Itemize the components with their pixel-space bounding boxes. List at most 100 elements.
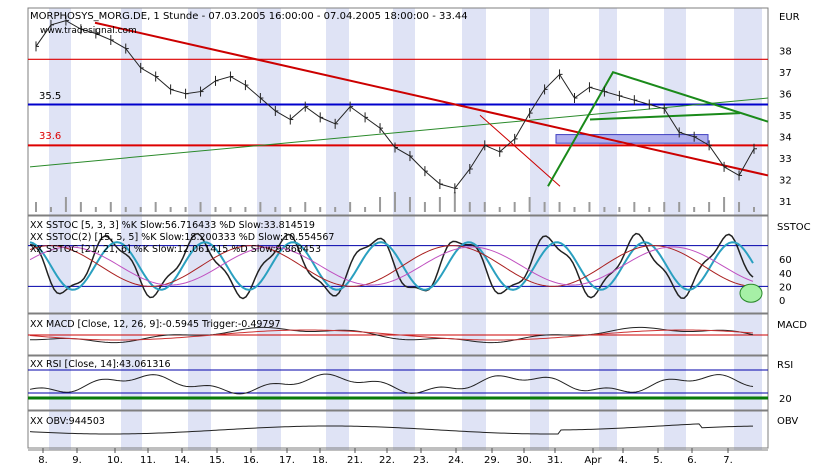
price-y-tick: 38 (779, 47, 792, 58)
obv-line (29, 423, 754, 435)
volume-bar (244, 207, 247, 212)
volume-bar (289, 207, 292, 212)
time-band (188, 8, 211, 450)
sstoc-d-slow (29, 246, 754, 286)
volume-bar (468, 202, 471, 212)
x-tick-label: 7. (723, 455, 733, 466)
x-tick-label: Apr (584, 455, 602, 466)
volume-bar (753, 207, 755, 212)
volume-bar (498, 207, 501, 212)
price-panel (28, 15, 769, 212)
volume-bar (453, 192, 456, 212)
price-y-tick: 36 (779, 90, 792, 101)
x-tick-label: 30. (516, 455, 532, 466)
x-tick-label: 5. (653, 455, 663, 466)
x-tick-label: 24. (448, 455, 464, 466)
volume-bar (394, 192, 396, 212)
highlight-circle (739, 283, 763, 303)
time-band (49, 8, 71, 450)
rsi-axis-name: RSI (777, 360, 793, 371)
wedge-lower (589, 112, 741, 121)
volume-bar (349, 202, 352, 212)
x-tick-label: 23. (413, 455, 429, 466)
time-band (664, 8, 686, 450)
volume-bar (543, 202, 546, 212)
volume-bar (124, 207, 127, 212)
macd-axis-name: MACD (777, 320, 807, 331)
volume-bar (79, 202, 82, 212)
sstoc-y-tick: 60 (779, 255, 792, 266)
volume-bar (603, 207, 606, 212)
volume-bar (199, 202, 202, 212)
price-y-tick: 35 (779, 111, 792, 122)
volume-bar (723, 197, 726, 212)
time-band (599, 8, 617, 450)
macd-trigger (29, 329, 754, 341)
level-label-33-6: 33.6 (39, 131, 61, 142)
volume-bar (334, 207, 337, 212)
sstoc-legend-2: XX SSTOC(2) [15, 5, 5] %K Slow:18.200333… (30, 232, 334, 243)
obv-legend: XX OBV:944503 (30, 416, 105, 427)
x-tick-label: 6. (687, 455, 697, 466)
sstoc-y-tick: 0 (779, 296, 785, 307)
x-tick-label: 16. (243, 455, 259, 466)
chart-title: MORPHOSYS_MORG.DE, 1 Stunde - 07.03.2005… (30, 11, 468, 22)
volume-bar (408, 197, 411, 212)
volume-bar (483, 202, 486, 212)
x-tick-label: 17. (279, 455, 295, 466)
x-tick-label: 10. (107, 455, 123, 466)
volume-bar (648, 207, 651, 212)
indicator-panels (28, 232, 768, 435)
volume-bar (139, 207, 142, 212)
volume-bar (438, 197, 441, 212)
x-tick-label: 18. (312, 455, 328, 466)
volume-bar (588, 202, 591, 212)
volume-bar (274, 207, 277, 212)
rsi-legend: XX RSI [Close, 14]:43.061316 (30, 359, 170, 370)
sstoc-y-tick: 40 (779, 269, 792, 280)
panel-border (27, 7, 769, 216)
x-tick-label: 4. (618, 455, 628, 466)
volume-bar (49, 207, 52, 212)
time-band (326, 8, 349, 450)
x-tick-label: 29. (484, 455, 500, 466)
volume-bar (379, 197, 382, 212)
x-axis-labels: 8. 9. 10. 11. 14. 15. 16. 17. 18. 21. 22. 23. 24. 29.… (38, 448, 733, 466)
sstoc-d-fast (29, 241, 754, 291)
volume-bar (214, 207, 217, 212)
price-y-tick: 37 (779, 68, 792, 79)
volume-bar (154, 202, 157, 212)
volume-bar (693, 207, 696, 212)
time-band (734, 8, 762, 450)
time-band (393, 8, 415, 450)
trend-line-red (94, 21, 769, 177)
volume-bar (64, 197, 67, 212)
y-axis-labels: 31 32 33 34 35 36 37 38 0 20 40 60 20 (779, 47, 792, 405)
watermark: www.tradesignal.com (40, 26, 137, 36)
panel-border (27, 215, 769, 314)
x-tick-label: 9. (72, 455, 82, 466)
volume-bar (364, 207, 367, 212)
panel-border (27, 410, 769, 449)
price-y-tick: 34 (779, 133, 792, 144)
volume-bar (633, 202, 636, 212)
panel-frames (27, 7, 769, 451)
volume-bar (184, 207, 187, 212)
sstoc-y-tick: 20 (779, 282, 792, 293)
trend-line-red-thin (479, 114, 561, 187)
currency-label: EUR (779, 12, 800, 23)
sstoc-k-fast (29, 232, 754, 300)
volume-bar (35, 202, 37, 212)
sstoc-k-slow (29, 245, 754, 287)
x-tick-label: 8. (38, 455, 48, 466)
volume-bar (169, 207, 172, 212)
sstoc-legend-3: XX SSTOC [21, 21, 6] %K Slow:12.061415 %… (30, 244, 321, 255)
sstoc-axis-name: SSTOC (777, 222, 811, 233)
price-y-tick: 32 (779, 176, 792, 187)
wedge-upper (547, 71, 769, 187)
rsi-y-tick: 20 (779, 394, 792, 405)
x-tick-label: 22. (379, 455, 395, 466)
volume-bar (528, 197, 531, 212)
volume-bar (678, 202, 681, 212)
level-label-35-5: 35.5 (39, 91, 61, 102)
